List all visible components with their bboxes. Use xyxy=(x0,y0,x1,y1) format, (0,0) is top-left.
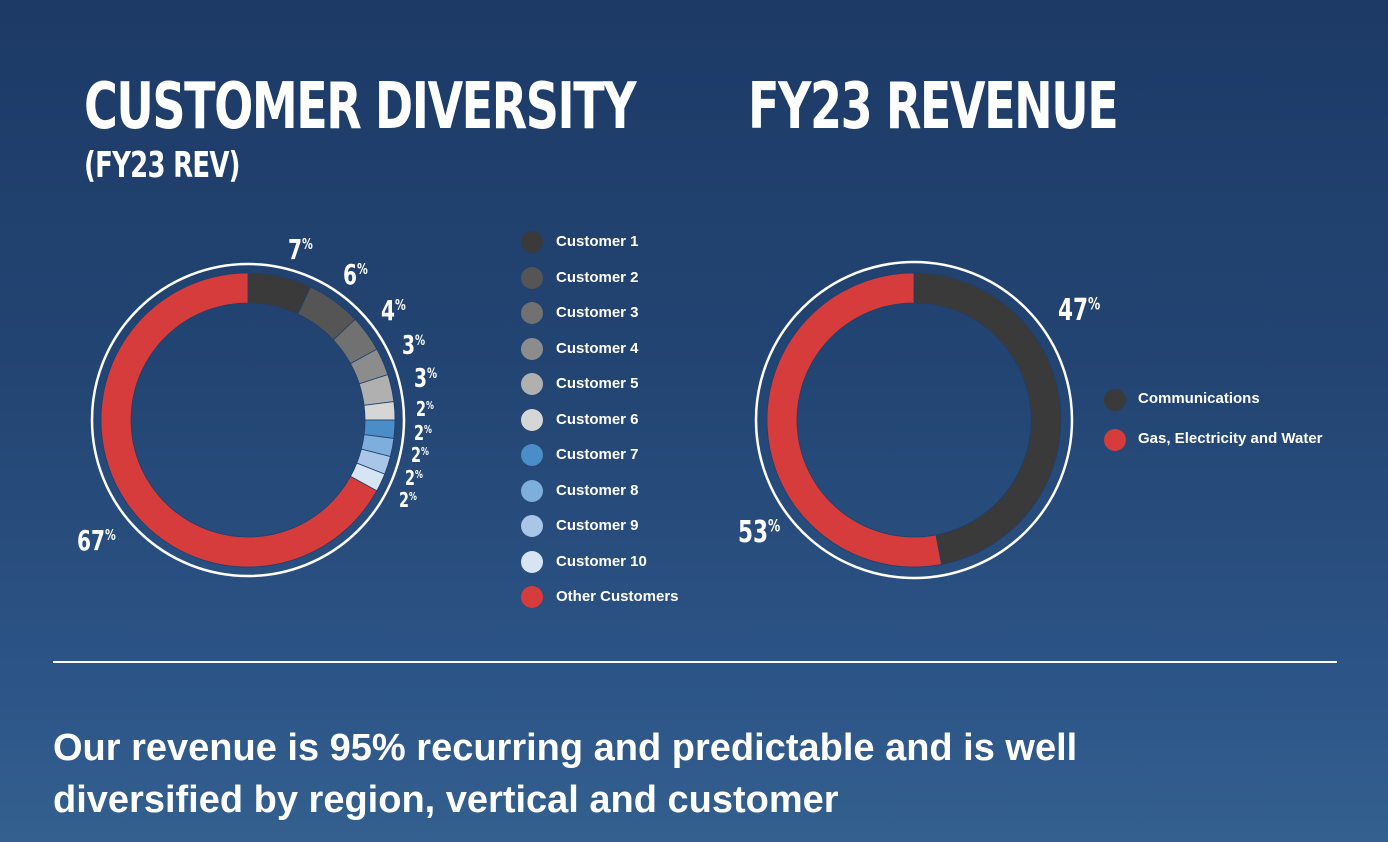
summary-text: Our revenue is 95% recurring and predict… xyxy=(53,722,1353,826)
chart-outer-ring xyxy=(754,260,1074,580)
legend-label: Customer 1 xyxy=(556,233,639,250)
slice-label: 4% xyxy=(381,294,406,327)
slice-label: 2% xyxy=(399,490,417,513)
legend-label: Other Customers xyxy=(556,588,679,605)
slice-label: 2% xyxy=(411,445,429,468)
legend-swatch xyxy=(521,337,543,360)
customer-diversity-title: CUSTOMER DIVERSITY xyxy=(84,70,637,144)
fy23-revenue-title: FY23 REVENUE xyxy=(748,70,1119,144)
legend-swatch xyxy=(521,550,543,573)
slice-label: 3% xyxy=(402,331,425,361)
donut-slice xyxy=(100,272,378,568)
legend-swatch xyxy=(1104,429,1126,451)
legend-swatch xyxy=(521,586,543,608)
chart-outer-ring xyxy=(90,262,406,578)
legend-swatch xyxy=(1104,389,1126,411)
legend-swatch xyxy=(521,302,543,324)
legend-swatch xyxy=(521,266,543,289)
legend-swatch xyxy=(521,479,543,502)
legend-label: Customer 9 xyxy=(556,517,639,534)
slice-label: 2% xyxy=(405,468,423,491)
donut-slice xyxy=(913,272,1062,565)
legend-swatch xyxy=(521,373,543,395)
slice-label: 2% xyxy=(416,399,434,422)
legend-swatch xyxy=(521,515,543,537)
legend-label: Customer 10 xyxy=(556,552,647,570)
slice-label: 53% xyxy=(738,516,780,550)
legend-label: Gas, Electricity and Water xyxy=(1138,430,1323,447)
legend-label: Customer 8 xyxy=(556,481,639,499)
slice-label: 6% xyxy=(343,258,368,291)
legend-label: Customer 6 xyxy=(556,410,639,428)
legend-label: Customer 5 xyxy=(556,375,639,392)
divider xyxy=(53,661,1337,663)
slice-label: 7% xyxy=(288,233,313,266)
legend-label: Communications xyxy=(1138,390,1260,407)
donut-slice xyxy=(766,272,943,568)
slice-label: 47% xyxy=(1058,294,1100,328)
slice-label: 2% xyxy=(414,423,432,446)
legend-swatch xyxy=(521,408,543,431)
legend-label: Customer 2 xyxy=(556,268,639,286)
customer-diversity-subtitle: (FY23 REV) xyxy=(84,145,241,186)
legend-label: Customer 7 xyxy=(556,446,639,463)
slice-label: 3% xyxy=(414,364,437,394)
summary-line-2: diversified by region, vertical and cust… xyxy=(53,779,839,821)
legend-swatch xyxy=(521,444,543,466)
legend-swatch xyxy=(521,231,543,253)
slice-label: 67% xyxy=(77,524,116,557)
legend-label: Customer 4 xyxy=(556,339,639,357)
legend-label: Customer 3 xyxy=(556,304,639,321)
summary-line-1: Our revenue is 95% recurring and predict… xyxy=(53,727,1078,769)
